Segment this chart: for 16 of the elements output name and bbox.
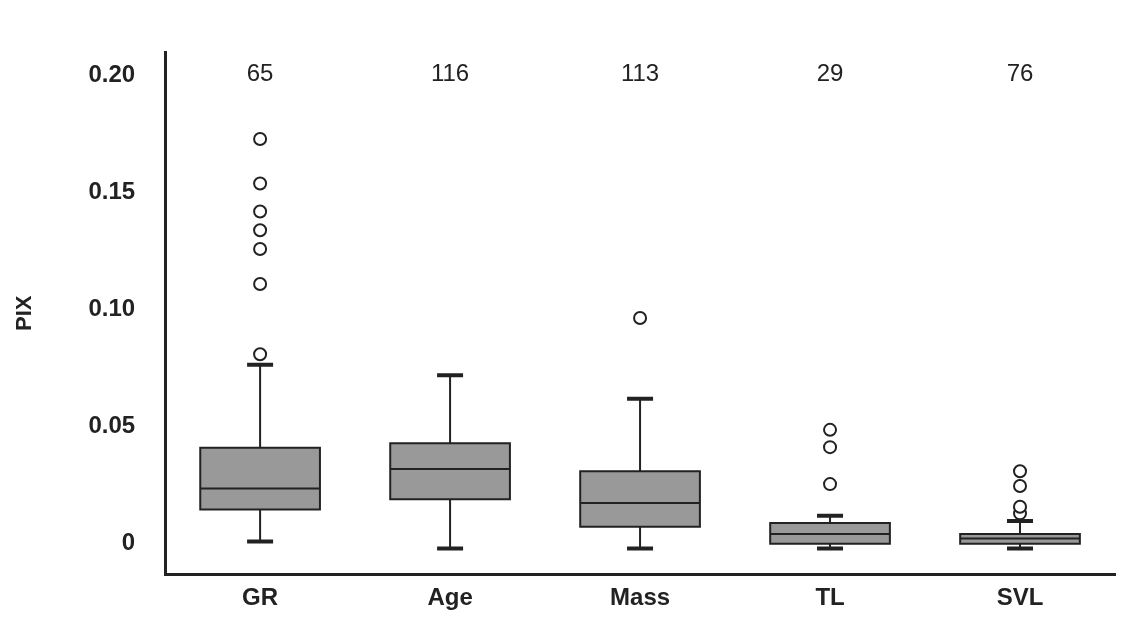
x-tick-label: Mass [610,583,671,611]
y-tick-label: 0.20 [88,60,136,88]
annotation: 76 [1006,59,1034,87]
x-tick-label: TL [815,583,845,611]
x-tick-label: GR [242,583,279,611]
annotation: 116 [430,59,470,87]
y-tick-label: 0 [121,528,136,556]
x-tick-label: SVL [996,583,1044,611]
annotation: 113 [620,59,660,87]
y-tick-label: 0.15 [88,177,136,205]
y-axis-title: PIX [11,295,37,332]
x-tick-label: Age [427,583,473,611]
annotation: 65 [246,59,274,87]
y-tick-label: 0.10 [88,294,136,322]
y-tick-label: 0.05 [88,411,136,439]
annotation: 29 [816,59,844,87]
